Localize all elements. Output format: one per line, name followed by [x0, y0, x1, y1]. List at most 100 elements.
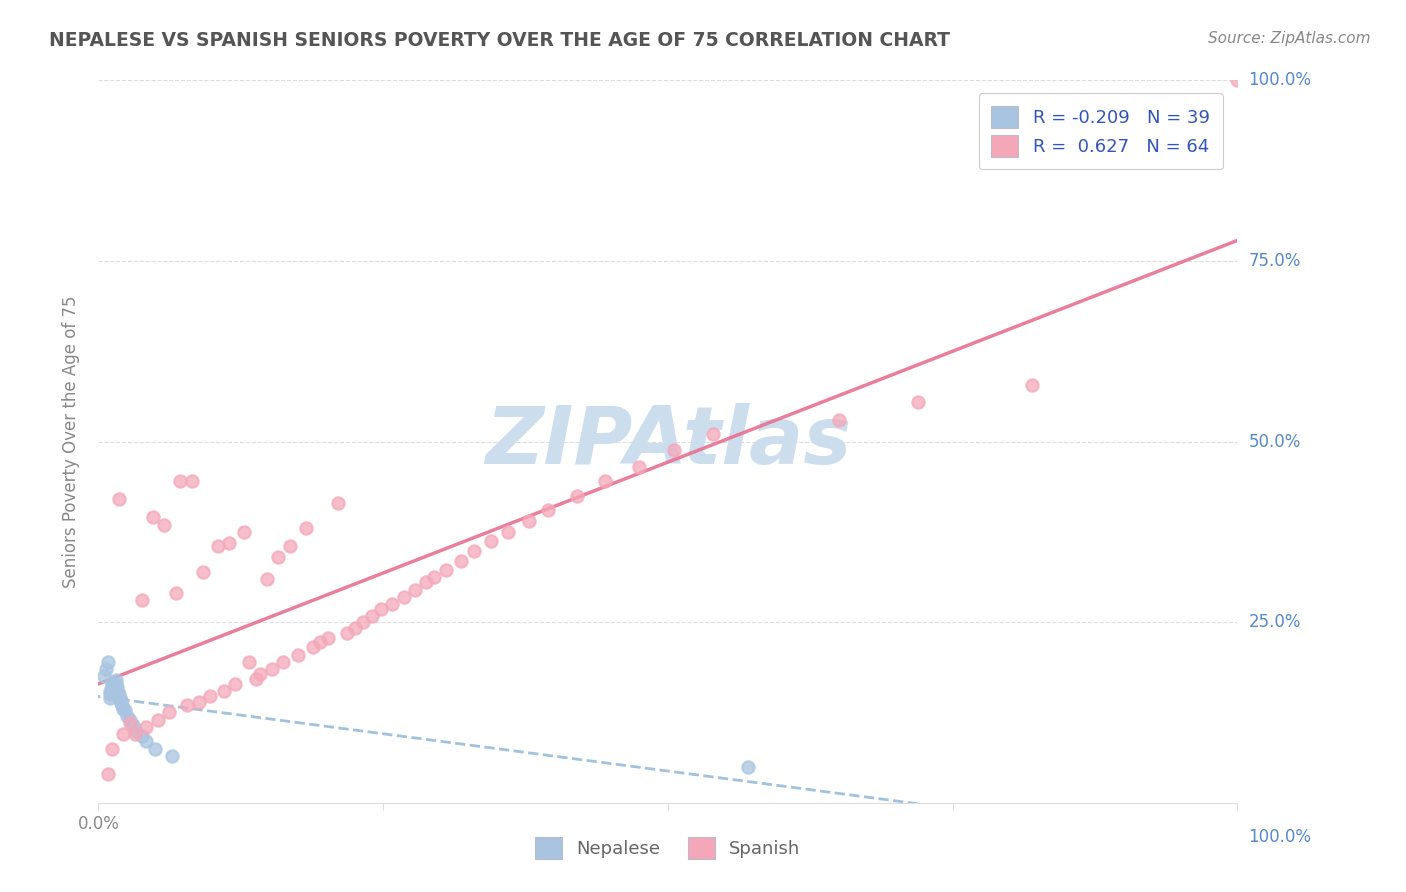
Point: [135, 734, 157, 748]
Point: [131, 729, 153, 743]
Point: [249, 667, 271, 681]
Point: [278, 539, 301, 553]
Point: [271, 655, 294, 669]
Point: [517, 514, 540, 528]
Point: [105, 687, 128, 701]
Point: [309, 635, 332, 649]
Point: [98, 683, 121, 698]
Point: [267, 550, 290, 565]
Point: [256, 572, 278, 586]
Point: [434, 563, 457, 577]
Point: [135, 720, 157, 734]
Point: [162, 748, 184, 763]
Point: [737, 760, 759, 774]
Point: [207, 539, 229, 553]
Point: [260, 662, 283, 676]
Point: [108, 693, 131, 707]
Point: [111, 698, 134, 713]
Point: [907, 394, 929, 409]
Point: [145, 741, 167, 756]
Point: [1021, 378, 1043, 392]
Point: [343, 621, 366, 635]
Point: [103, 681, 125, 696]
Point: [98, 691, 121, 706]
Point: [169, 475, 191, 489]
Point: [415, 575, 437, 590]
Point: [294, 521, 316, 535]
Point: [370, 602, 392, 616]
Point: [105, 680, 128, 694]
Point: [326, 496, 349, 510]
Point: [224, 676, 246, 690]
Point: [108, 492, 131, 507]
Text: 100.0%: 100.0%: [1249, 71, 1312, 89]
Point: [245, 672, 267, 686]
Point: [112, 702, 135, 716]
Point: [336, 626, 359, 640]
Y-axis label: Seniors Poverty Over the Age of 75: Seniors Poverty Over the Age of 75: [62, 295, 80, 588]
Point: [198, 689, 221, 703]
Point: [1226, 73, 1249, 87]
Point: [114, 703, 136, 717]
Point: [101, 680, 124, 694]
Point: [104, 673, 127, 687]
Point: [96, 767, 118, 781]
Text: Source: ZipAtlas.com: Source: ZipAtlas.com: [1208, 31, 1371, 46]
Point: [146, 713, 169, 727]
Point: [110, 693, 132, 707]
Point: [131, 593, 153, 607]
Point: [108, 691, 131, 706]
Text: ZIPAtlas: ZIPAtlas: [485, 402, 851, 481]
Point: [103, 680, 125, 694]
Point: [112, 727, 135, 741]
Point: [593, 475, 616, 489]
Point: [93, 669, 115, 683]
Point: [537, 503, 560, 517]
Point: [212, 683, 235, 698]
Point: [238, 655, 260, 669]
Point: [107, 686, 129, 700]
Point: [165, 586, 187, 600]
Text: 75.0%: 75.0%: [1249, 252, 1301, 270]
Point: [463, 544, 485, 558]
Point: [287, 648, 309, 662]
Point: [107, 689, 129, 703]
Point: [142, 510, 165, 524]
Point: [104, 676, 127, 690]
Point: [218, 535, 240, 549]
Point: [381, 597, 404, 611]
Point: [233, 524, 256, 539]
Point: [180, 475, 202, 489]
Point: [450, 554, 472, 568]
Point: [479, 534, 502, 549]
Point: [498, 524, 520, 539]
Point: [360, 609, 382, 624]
Point: [101, 676, 124, 690]
Point: [101, 741, 124, 756]
Point: [104, 683, 127, 698]
Point: [105, 683, 128, 698]
Point: [404, 582, 426, 597]
Point: [103, 679, 125, 693]
Point: [103, 683, 125, 698]
Point: [108, 687, 131, 701]
Point: [828, 413, 851, 427]
Point: [565, 489, 588, 503]
Point: [120, 713, 142, 727]
Point: [157, 706, 180, 720]
Point: [628, 459, 651, 474]
Point: [120, 716, 142, 731]
Text: 100.0%: 100.0%: [1249, 828, 1312, 846]
Point: [662, 443, 685, 458]
Point: [110, 696, 132, 710]
Point: [392, 590, 415, 604]
Point: [153, 517, 176, 532]
Point: [115, 709, 138, 723]
Point: [104, 680, 127, 694]
Point: [121, 718, 143, 732]
Text: NEPALESE VS SPANISH SENIORS POVERTY OVER THE AGE OF 75 CORRELATION CHART: NEPALESE VS SPANISH SENIORS POVERTY OVER…: [49, 31, 950, 50]
Point: [98, 687, 121, 701]
Point: [352, 615, 374, 630]
Legend: Nepalese, Spanish: Nepalese, Spanish: [527, 830, 808, 866]
Point: [176, 698, 198, 713]
